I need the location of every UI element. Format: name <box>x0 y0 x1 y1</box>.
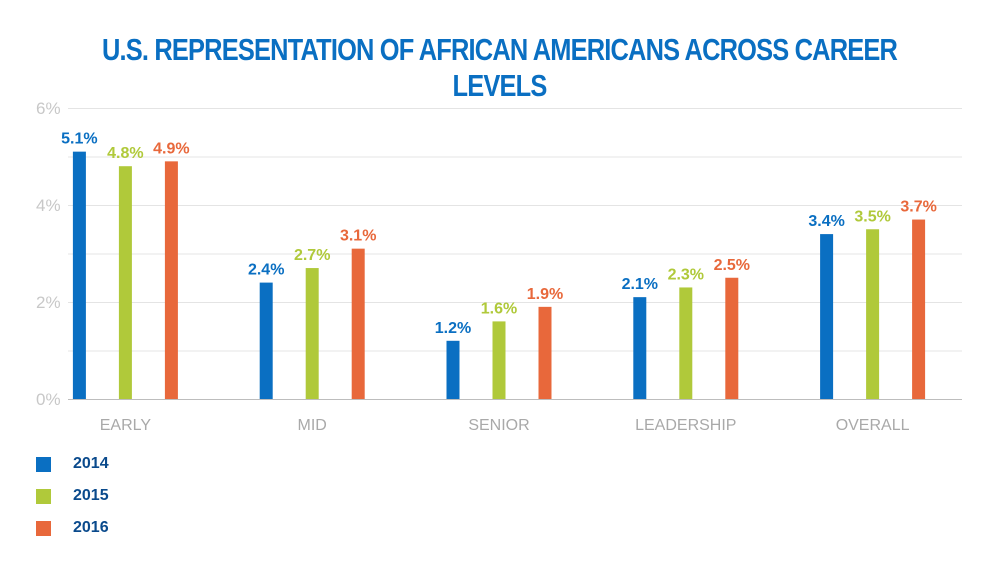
x-tick-label: LEADERSHIP <box>635 417 736 434</box>
bar-2015-early <box>118 166 132 399</box>
x-tick-label: OVERALL <box>836 417 910 434</box>
bar-2015-leadership <box>679 287 693 399</box>
data-label: 3.1% <box>340 228 376 245</box>
legend-swatch-2015 <box>36 488 51 504</box>
data-label: 2.7% <box>294 247 330 264</box>
legend-label-2015: 2015 <box>73 487 109 504</box>
y-tick-label: 0% <box>36 390 61 409</box>
x-tick-label: EARLY <box>100 417 152 434</box>
data-label: 3.7% <box>900 199 936 216</box>
data-label: 2.4% <box>248 262 284 279</box>
bar-2014-leadership <box>633 297 647 399</box>
data-label: 2.5% <box>714 257 750 274</box>
bar-2016-leadership <box>725 277 739 399</box>
legend-item-2015: 2015 <box>36 480 109 512</box>
bar-2016-mid <box>351 248 365 399</box>
data-label: 1.6% <box>481 300 517 317</box>
bar-2016-senior <box>538 306 552 399</box>
data-label: 1.2% <box>435 320 471 337</box>
y-tick-label: 4% <box>36 196 61 215</box>
y-tick-label: 2% <box>36 293 61 312</box>
legend-item-2014: 2014 <box>36 448 109 480</box>
legend-item-2016: 2016 <box>36 512 109 544</box>
bar-2015-senior <box>492 321 506 399</box>
bar-2016-overall <box>912 219 926 399</box>
x-tick-label: MID <box>298 417 327 434</box>
x-tick-label: SENIOR <box>468 417 529 434</box>
legend-swatch-2016 <box>36 520 51 536</box>
bar-2016-early <box>164 161 178 399</box>
data-label: 4.8% <box>107 145 143 162</box>
bar-2014-early <box>72 151 86 399</box>
data-label: 4.9% <box>153 140 189 157</box>
bar-2015-mid <box>305 268 319 399</box>
data-label: 3.5% <box>854 208 890 225</box>
data-label: 2.1% <box>622 276 658 293</box>
data-label: 1.9% <box>527 286 563 303</box>
bar-2014-senior <box>446 340 460 399</box>
legend: 2014 2015 2016 <box>36 448 109 544</box>
bar-2014-mid <box>259 282 273 399</box>
legend-swatch-2014 <box>36 456 51 472</box>
data-label: 3.4% <box>808 213 844 230</box>
bar-2015-overall <box>866 229 880 399</box>
bar-2014-overall <box>820 234 834 399</box>
data-label: 2.3% <box>668 266 704 283</box>
y-tick-label: 6% <box>36 99 61 118</box>
legend-label-2016: 2016 <box>73 519 109 536</box>
chart-title: U.S. REPRESENTATION OF AFRICAN AMERICANS… <box>101 32 898 103</box>
legend-label-2014: 2014 <box>73 455 109 472</box>
data-label: 5.1% <box>61 131 97 148</box>
